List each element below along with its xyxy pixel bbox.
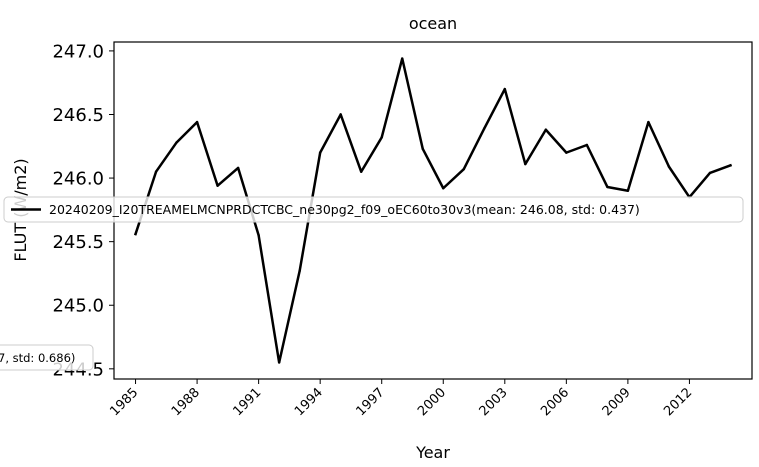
data-point (257, 234, 260, 237)
plot-area: 1985 1988 1991 1994 1997 2000 2003 2006 2009 2012… (52, 41, 753, 419)
x-tick-label: 2003 (477, 385, 511, 419)
legend-box (3, 196, 744, 223)
data-point (565, 151, 568, 154)
x-tick-label: 1988 (169, 385, 203, 419)
chart-title: ocean (409, 14, 457, 33)
data-point (421, 147, 424, 151)
legend-secondary: 7, std: 0.686) (0, 344, 94, 371)
y-tick-label: 247.0 (52, 41, 104, 62)
data-point (401, 57, 404, 60)
x-tick-label: 2009 (600, 385, 634, 419)
x-tick-label: 1985 (107, 385, 141, 419)
data-point (585, 143, 589, 147)
data-point (503, 87, 507, 91)
data-point (318, 151, 322, 154)
data-point (339, 113, 342, 116)
legend: 20240209_I20TREAMELMCNPRDCTCBC_ne30pg2_f… (3, 196, 744, 223)
x-tick-label: 2000 (415, 385, 449, 419)
series-line (133, 57, 733, 364)
data-point (708, 171, 712, 175)
data-point (462, 167, 465, 171)
x-tick-label: 1991 (230, 385, 264, 419)
x-tick-label: 2012 (661, 385, 695, 419)
data-point (483, 127, 486, 130)
data-point (134, 232, 137, 236)
y-tick-label: 245.5 (52, 232, 104, 253)
data-point (175, 141, 178, 144)
x-axis-label: Year (415, 443, 450, 462)
x-tick-label: 1997 (354, 385, 388, 419)
data-point (195, 120, 199, 124)
data-point (298, 269, 301, 273)
data-point (667, 165, 671, 168)
series-layer (133, 57, 733, 364)
y-tick-label: 245.0 (52, 296, 104, 317)
data-point (544, 128, 548, 131)
data-point (216, 184, 219, 187)
data-point (277, 361, 281, 364)
data-point (359, 170, 363, 173)
x-tick-label: 2006 (538, 385, 572, 419)
data-point (380, 136, 383, 139)
legend-secondary-box (0, 344, 94, 371)
legend-secondary-text: 7, std: 0.686) (0, 351, 75, 365)
data-point (442, 187, 445, 190)
y-tick-label: 246.0 (52, 169, 104, 190)
legend-entry: 20240209_I20TREAMELMCNPRDCTCBC_ne30pg2_f… (49, 202, 640, 217)
data-point (154, 170, 158, 173)
data-point (647, 120, 650, 124)
data-point (606, 185, 609, 189)
data-point (524, 162, 527, 166)
x-tick-label: 1994 (292, 385, 326, 419)
data-point (729, 164, 732, 167)
data-point (626, 189, 630, 192)
x-axis: 1985 1988 1991 1994 1997 2000 2003 2006 2009 2012 (107, 379, 695, 419)
data-point (236, 166, 240, 170)
y-tick-label: 246.5 (52, 105, 104, 126)
